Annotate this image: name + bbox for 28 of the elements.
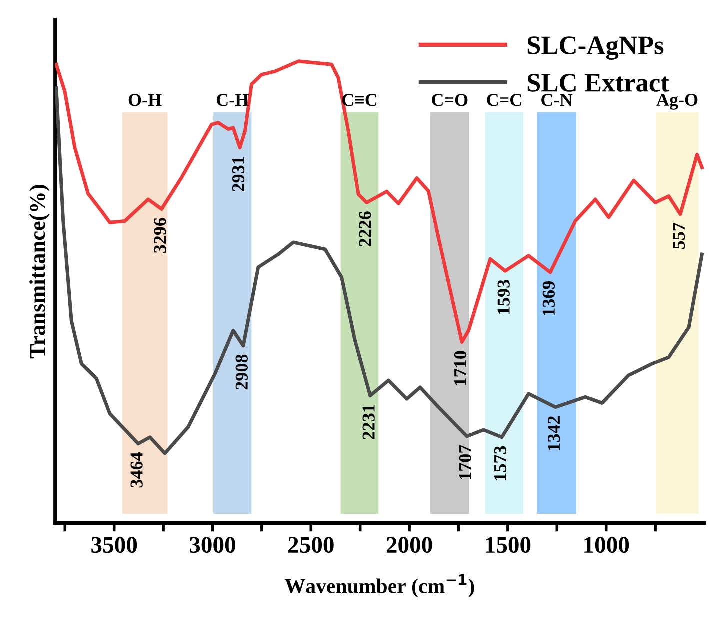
annotation: 2908 — [236, 354, 248, 390]
annotation: 1573 — [494, 446, 507, 480]
annotation: 2231 — [362, 405, 375, 440]
annotation: 1710 — [454, 351, 467, 386]
annotation: 1342 — [548, 416, 560, 450]
annotation: 2226 — [359, 212, 372, 246]
annotation: 3464 — [130, 452, 143, 488]
band-label: O-H — [128, 94, 162, 106]
legend-label: SLC-AgNPs — [528, 36, 664, 60]
band-label: C=O — [432, 94, 468, 106]
annotation: 2931 — [232, 157, 245, 192]
x-tick-label: 2500 — [288, 537, 334, 554]
annotation: 3296 — [154, 218, 166, 253]
y-axis-title: Transmittance(%) — [30, 185, 50, 359]
x-tick-label: 3000 — [190, 537, 236, 554]
band-label: Ag-O — [656, 94, 698, 110]
x-tick-label: 3500 — [92, 537, 138, 554]
legend-label: SLC Extract — [528, 74, 670, 92]
annotation: 1593 — [498, 280, 510, 314]
band-label: C=C — [487, 94, 522, 106]
band-label: C-N — [542, 94, 573, 106]
x-axis-title: Wavenumber (cm$^{−1}$) — [285, 574, 474, 598]
x-tick-label: 2000 — [386, 537, 432, 554]
annotation: 1369 — [542, 281, 555, 316]
x-tick-label: 1000 — [584, 537, 630, 554]
x-tick-label: 1500 — [486, 537, 531, 554]
annotation: 557 — [673, 223, 686, 249]
annotation: 1707 — [459, 445, 472, 480]
